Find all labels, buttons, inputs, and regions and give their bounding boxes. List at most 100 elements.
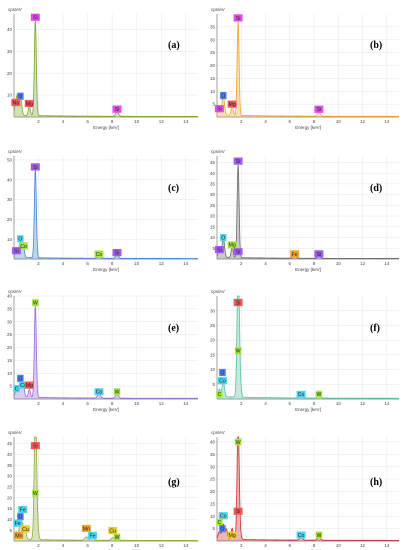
element-tag-box bbox=[233, 507, 243, 515]
panel-label: (f) bbox=[370, 323, 380, 334]
x-tick-label: 6 bbox=[86, 119, 89, 124]
x-tick-label: 8 bbox=[313, 119, 316, 124]
x-tick-label: 6 bbox=[86, 543, 89, 548]
element-tag-label: Si bbox=[317, 252, 322, 258]
x-axis-label: Energy [keV] bbox=[295, 125, 321, 130]
y-axis-label: cps/eV bbox=[211, 7, 225, 12]
element-tag-label: Si bbox=[236, 159, 241, 165]
y-tick-label: 15 bbox=[210, 224, 216, 229]
element-tag-label: Mn bbox=[15, 533, 22, 539]
y-tick-label: 15 bbox=[210, 501, 216, 506]
element-tag-label: Si bbox=[33, 165, 38, 171]
element-tag-label: W bbox=[236, 349, 241, 355]
y-tick-label: 25 bbox=[210, 50, 216, 55]
element-tag-label: Fe bbox=[89, 533, 95, 539]
spectrum-area bbox=[217, 437, 399, 541]
x-tick-label: 12 bbox=[360, 119, 366, 124]
x-tick-label: 10 bbox=[134, 119, 140, 124]
x-tick-label: 8 bbox=[111, 401, 114, 406]
x-tick-label: 12 bbox=[360, 261, 366, 266]
x-tick-label: 2 bbox=[37, 119, 40, 124]
y-tick-label: 25 bbox=[210, 323, 216, 328]
element-tag-label: C bbox=[218, 392, 222, 398]
element-tag-box bbox=[11, 98, 21, 107]
x-tick-label: 14 bbox=[384, 119, 390, 124]
element-tag-box bbox=[227, 241, 237, 249]
y-tick-label: 40 bbox=[7, 452, 13, 457]
x-tick-label: 6 bbox=[289, 543, 292, 548]
spectrum-area bbox=[217, 163, 399, 259]
y-axis-label: cps/eV bbox=[8, 149, 22, 154]
y-axis-label: cps/eV bbox=[8, 289, 22, 294]
x-tick-label: 14 bbox=[183, 401, 189, 406]
element-tag-box bbox=[94, 388, 104, 396]
element-tag-label: Co bbox=[298, 533, 305, 539]
x-tick-label: 8 bbox=[111, 119, 114, 124]
y-tick-label: 30 bbox=[7, 474, 13, 479]
element-tag-box bbox=[13, 519, 23, 527]
x-tick-label: 12 bbox=[360, 543, 366, 548]
y-axis-label: cps/eV bbox=[211, 430, 225, 435]
x-tick-label: 10 bbox=[336, 543, 342, 548]
element-tag-label: W bbox=[33, 491, 38, 497]
spectrum-line bbox=[216, 163, 399, 259]
x-tick-label: 2 bbox=[240, 401, 243, 406]
element-tag-box bbox=[30, 163, 40, 171]
y-tick-label: 20 bbox=[7, 217, 13, 222]
element-tag-label: W bbox=[115, 390, 120, 396]
panel-label: (e) bbox=[168, 323, 179, 334]
element-tag-label: Si bbox=[317, 107, 322, 113]
spectrum-line bbox=[13, 305, 198, 399]
y-tick-label: 10 bbox=[7, 517, 13, 522]
element-tag-box bbox=[315, 390, 323, 398]
y-axis-label: cps/eV bbox=[8, 430, 22, 435]
spectrum-area bbox=[217, 20, 399, 117]
element-tag-box bbox=[24, 381, 34, 389]
x-tick-label: 14 bbox=[183, 261, 189, 266]
x-tick-label: 14 bbox=[384, 261, 390, 266]
element-tag-box bbox=[216, 518, 223, 526]
y-tick-label: 10 bbox=[210, 367, 216, 372]
y-tick-label: 10 bbox=[7, 93, 13, 98]
x-axis-label: Energy [keV] bbox=[93, 267, 119, 272]
element-tag-label: Si bbox=[236, 250, 241, 256]
element-tag-box bbox=[314, 250, 324, 258]
panel-label: (g) bbox=[168, 477, 180, 488]
element-tag-box bbox=[233, 248, 243, 256]
x-tick-label: 8 bbox=[313, 261, 316, 266]
y-tick-label: 30 bbox=[7, 319, 13, 324]
y-tick-label: 45 bbox=[7, 441, 13, 446]
x-tick-label: 8 bbox=[313, 543, 316, 548]
element-tag-box bbox=[94, 250, 104, 258]
x-tick-label: 6 bbox=[289, 401, 292, 406]
x-tick-label: 12 bbox=[159, 261, 165, 266]
y-tick-label: 20 bbox=[210, 338, 216, 343]
element-tag-box bbox=[233, 14, 243, 22]
spectrum-panel: 2 4 6 8 10 12 14 5 10 15 20 25 30 35 cps/eV Energy [keV… bbox=[210, 7, 399, 130]
x-tick-label: 6 bbox=[86, 261, 89, 266]
element-tag-box bbox=[112, 249, 122, 257]
y-tick-label: 5 bbox=[212, 246, 215, 251]
element-tag-box bbox=[227, 100, 237, 108]
element-tag-box bbox=[227, 531, 237, 539]
y-tick-label: 20 bbox=[210, 63, 216, 68]
x-tick-label: 10 bbox=[336, 401, 342, 406]
x-tick-label: 2 bbox=[37, 543, 40, 548]
element-tag-label: Si bbox=[33, 444, 38, 450]
x-tick-label: 12 bbox=[159, 119, 165, 124]
y-tick-label: 30 bbox=[210, 464, 216, 469]
x-tick-label: 4 bbox=[62, 401, 65, 406]
y-tick-label: 20 bbox=[210, 214, 216, 219]
spectrum-area bbox=[217, 296, 399, 399]
element-tag-box bbox=[14, 531, 24, 539]
element-tag-box bbox=[32, 489, 39, 497]
x-tick-label: 14 bbox=[183, 119, 189, 124]
element-tag-box bbox=[108, 527, 118, 535]
panel-label: (d) bbox=[370, 183, 382, 194]
spectrum-area bbox=[14, 19, 198, 117]
element-tag-box bbox=[30, 13, 40, 21]
element-tag-label: O bbox=[221, 94, 225, 100]
element-tag-label: Mg bbox=[26, 383, 33, 389]
element-tag-label: Si bbox=[14, 249, 19, 255]
y-tick-label: 15 bbox=[210, 76, 216, 81]
